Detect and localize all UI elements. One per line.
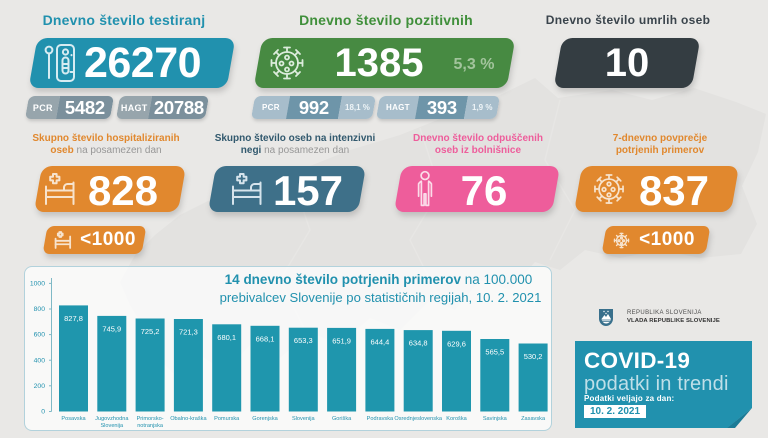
svg-text:Jugovzhodna: Jugovzhodna <box>95 416 129 422</box>
svg-text:400: 400 <box>34 357 46 364</box>
svg-text:644,4: 644,4 <box>371 337 390 346</box>
svg-text:Gorenjska: Gorenjska <box>252 416 278 422</box>
svg-text:565,5: 565,5 <box>485 348 504 357</box>
svg-text:800: 800 <box>34 306 46 313</box>
svg-text:680,1: 680,1 <box>217 333 236 342</box>
svg-text:721,3: 721,3 <box>179 328 198 337</box>
svg-text:Primorsko-: Primorsko- <box>137 416 164 422</box>
svg-text:530,2: 530,2 <box>524 352 543 361</box>
svg-text:725,2: 725,2 <box>141 327 160 336</box>
svg-text:745,9: 745,9 <box>102 324 121 333</box>
svg-text:200: 200 <box>34 383 46 390</box>
svg-text:1000: 1000 <box>30 281 45 288</box>
svg-text:Zasavska: Zasavska <box>521 416 546 422</box>
svg-text:Slovenija: Slovenija <box>100 423 124 429</box>
svg-text:prebivalcev Slovenije po stati: prebivalcev Slovenije po statističnih re… <box>220 290 542 305</box>
svg-text:600: 600 <box>34 332 46 339</box>
svg-text:Pomurska: Pomurska <box>214 416 240 422</box>
svg-text:Goriška: Goriška <box>332 416 352 422</box>
svg-text:651,9: 651,9 <box>332 336 351 345</box>
svg-text:827,8: 827,8 <box>64 314 83 323</box>
svg-text:Podravska: Podravska <box>367 416 394 422</box>
svg-text:notranjska: notranjska <box>137 423 164 429</box>
svg-text:0: 0 <box>41 409 45 416</box>
svg-text:668,1: 668,1 <box>256 334 275 343</box>
svg-text:Savinjska: Savinjska <box>483 416 508 422</box>
svg-text:634,8: 634,8 <box>409 339 428 348</box>
svg-text:14 dnevno število potrjenih pr: 14 dnevno število potrjenih primerov na … <box>225 272 533 287</box>
svg-text:Posavska: Posavska <box>61 416 86 422</box>
svg-text:629,6: 629,6 <box>447 339 466 348</box>
svg-text:Koroška: Koroška <box>446 416 467 422</box>
svg-text:Slovenija: Slovenija <box>292 416 316 422</box>
svg-text:Obalno-kraška: Obalno-kraška <box>170 416 207 422</box>
svg-text:Osrednjeslovenska: Osrednjeslovenska <box>394 416 442 422</box>
svg-text:653,3: 653,3 <box>294 336 313 345</box>
